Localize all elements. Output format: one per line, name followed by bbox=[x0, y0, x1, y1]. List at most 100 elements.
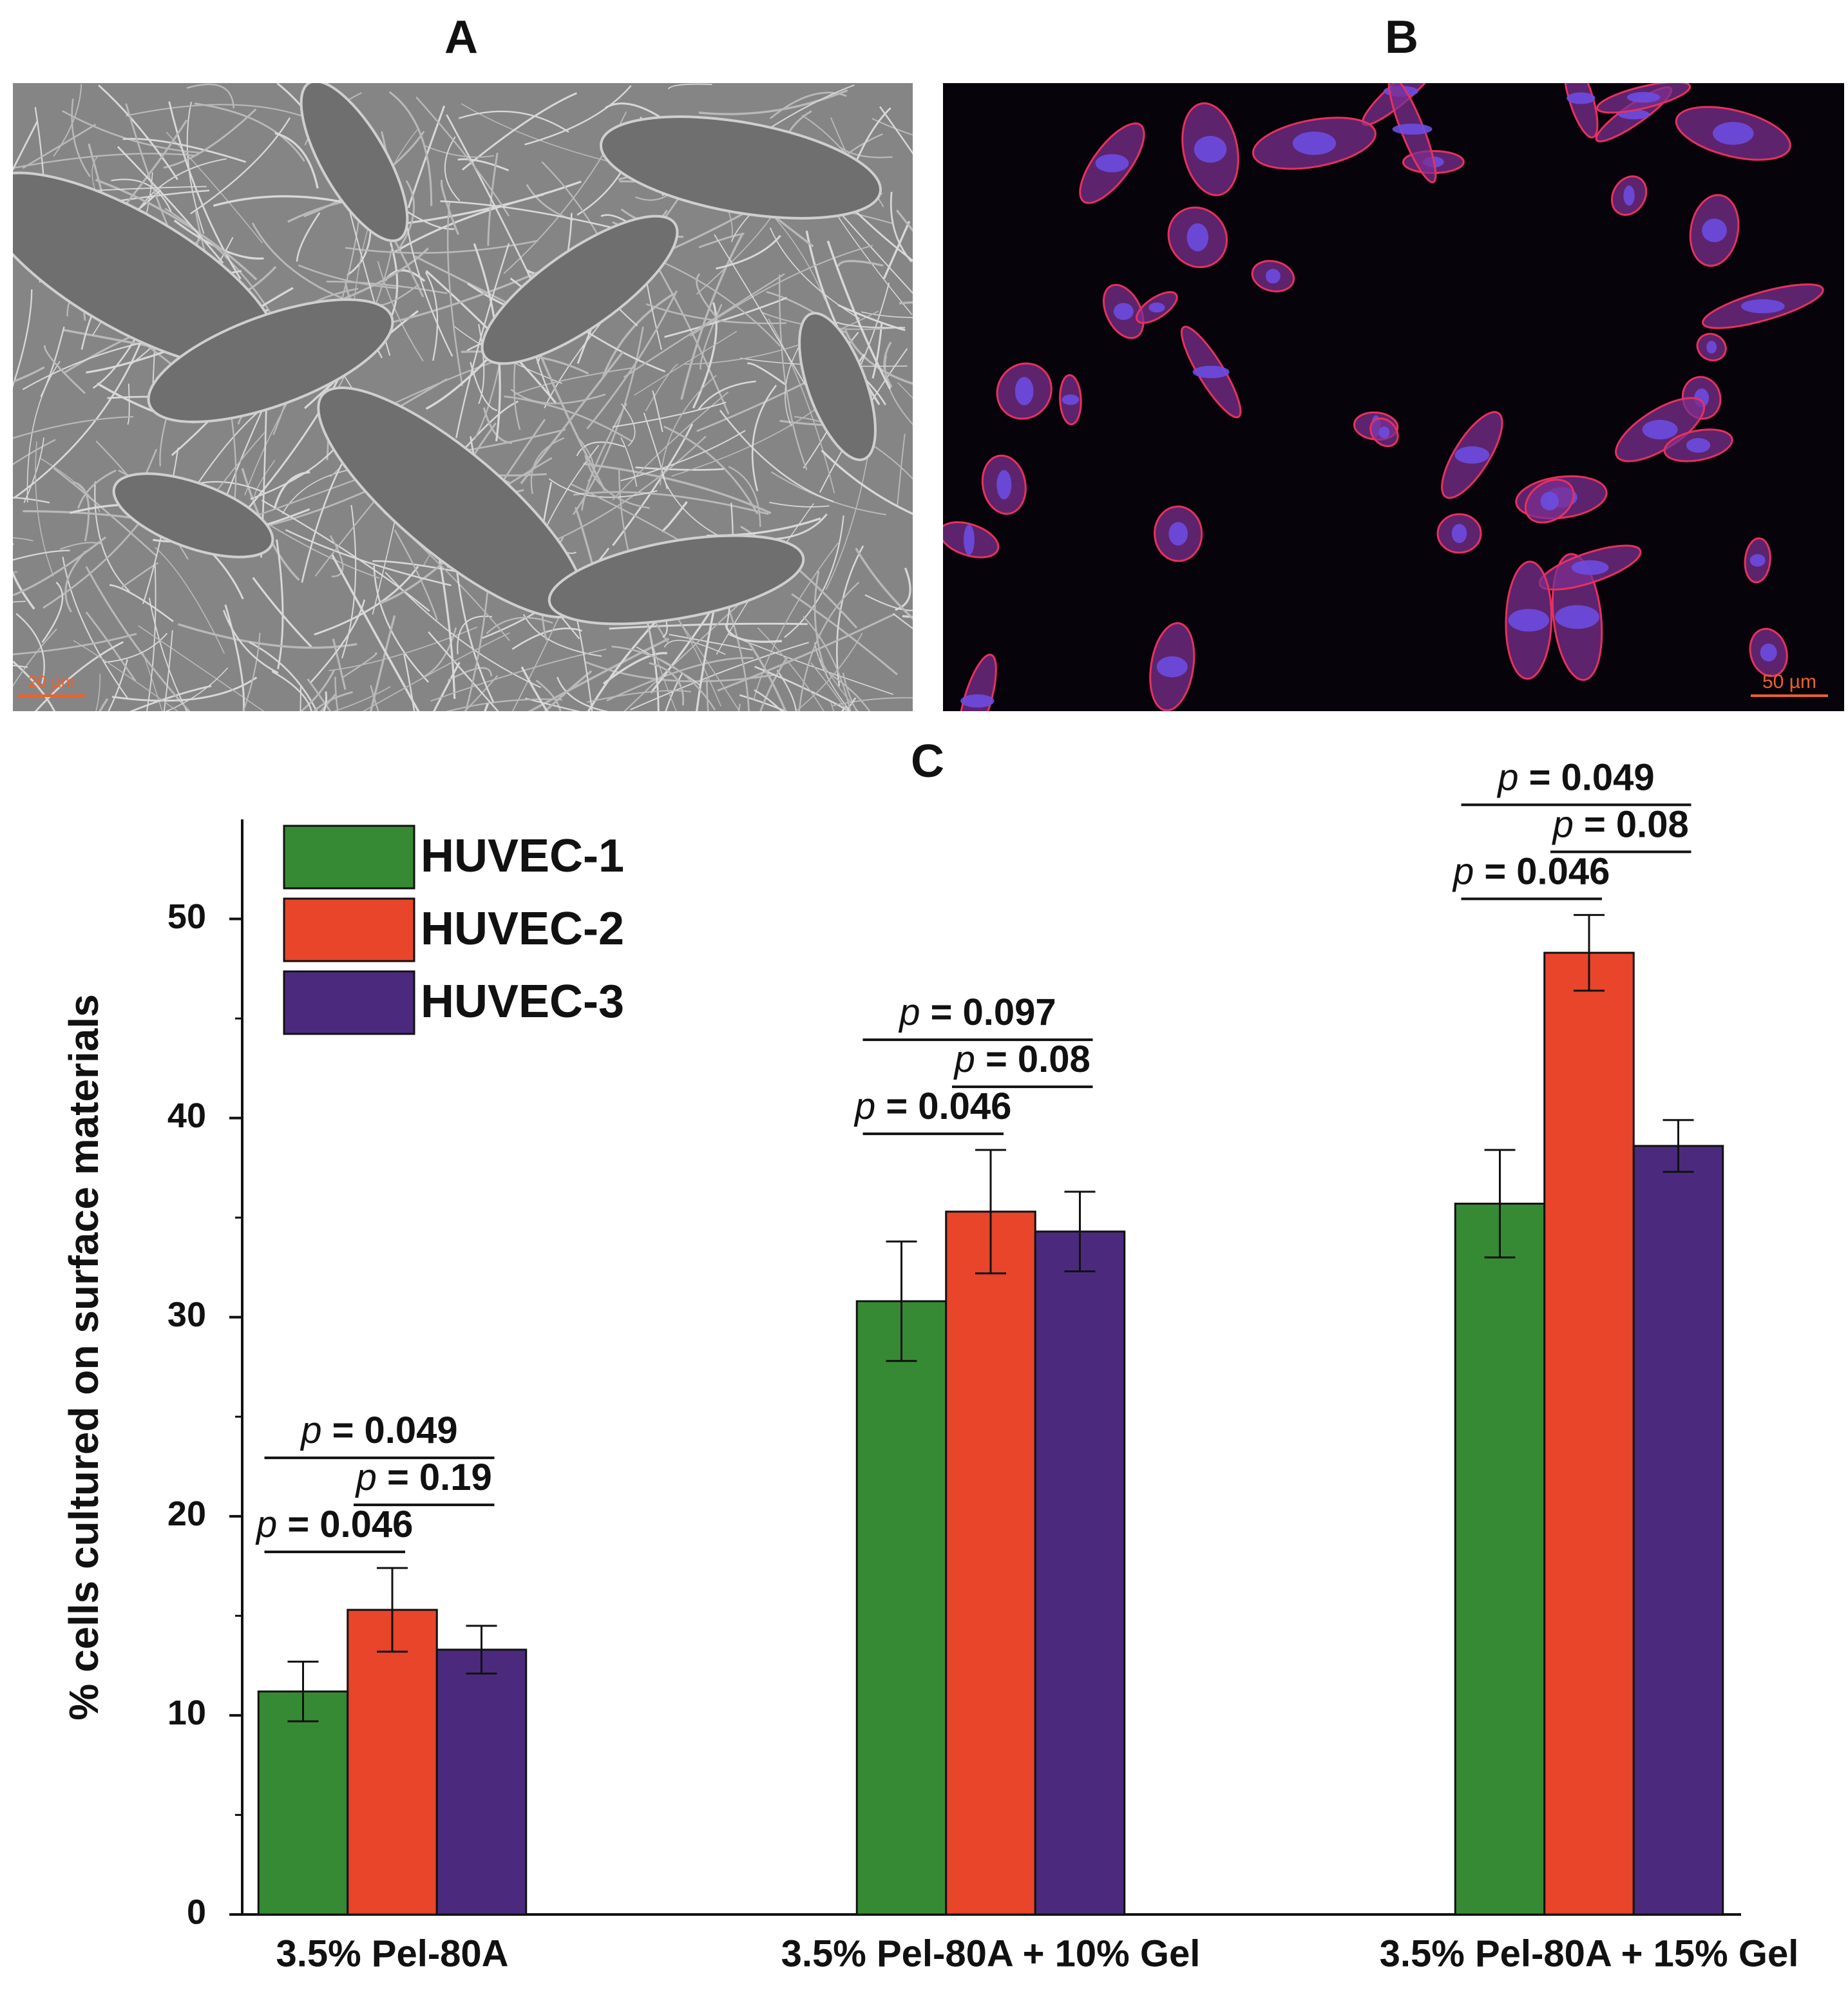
fiber bbox=[458, 110, 569, 133]
fiber bbox=[667, 83, 712, 90]
fiber bbox=[747, 362, 786, 385]
fiber bbox=[839, 146, 893, 158]
y-tick-label: 10 bbox=[167, 1694, 206, 1732]
fiber bbox=[222, 609, 279, 674]
p-value: = 0.097 bbox=[931, 991, 1056, 1033]
cell bbox=[798, 312, 877, 461]
fiber bbox=[612, 391, 729, 501]
fiber bbox=[663, 425, 759, 515]
p-symbol: p bbox=[1552, 804, 1574, 846]
nucleus bbox=[1095, 154, 1129, 173]
fiber bbox=[728, 466, 761, 527]
fiber bbox=[645, 363, 679, 412]
fiber bbox=[430, 648, 607, 702]
fiber bbox=[717, 613, 896, 692]
fiber bbox=[73, 481, 90, 542]
fiber bbox=[455, 243, 510, 439]
y-tick-label: 20 bbox=[167, 1494, 206, 1533]
fiber bbox=[253, 459, 276, 499]
nucleus bbox=[1626, 91, 1661, 103]
fiber bbox=[126, 104, 305, 118]
fiber bbox=[620, 430, 746, 482]
bar bbox=[1543, 951, 1635, 1916]
fiber bbox=[665, 672, 683, 711]
fiber bbox=[59, 542, 103, 550]
fiber bbox=[273, 471, 310, 510]
fiber bbox=[620, 403, 636, 446]
fluorescence-texture bbox=[943, 83, 1824, 711]
y-tick-label: 50 bbox=[167, 897, 206, 936]
nucleus bbox=[1749, 554, 1766, 567]
p-symbol: p bbox=[255, 1504, 277, 1546]
fiber bbox=[13, 664, 28, 668]
fiber bbox=[739, 694, 788, 711]
fiber bbox=[890, 191, 913, 263]
bar bbox=[257, 1690, 349, 1916]
fiber bbox=[520, 666, 549, 711]
sem-texture bbox=[13, 83, 913, 711]
nucleus bbox=[1740, 299, 1785, 314]
fiber bbox=[138, 625, 265, 711]
fiber bbox=[814, 642, 852, 711]
bar bbox=[945, 1210, 1036, 1916]
fiber bbox=[645, 303, 786, 325]
fiber bbox=[13, 415, 134, 439]
fiber bbox=[544, 670, 593, 711]
nucleus bbox=[1571, 560, 1609, 575]
scale-bar-label: 20 µm bbox=[28, 672, 75, 691]
p-symbol: p bbox=[355, 1457, 377, 1499]
fiber bbox=[541, 161, 603, 243]
fiber bbox=[837, 304, 906, 332]
nucleus bbox=[1702, 218, 1727, 242]
nucleus bbox=[1113, 303, 1134, 320]
fiber bbox=[511, 627, 582, 650]
p-symbol: p bbox=[1452, 851, 1474, 893]
fiber bbox=[104, 633, 168, 663]
fiber bbox=[841, 213, 913, 294]
p-value-label: p = 0.08 bbox=[953, 1038, 1091, 1080]
fiber bbox=[611, 645, 716, 711]
fiber bbox=[803, 616, 852, 711]
nucleus bbox=[1540, 492, 1559, 511]
fiber bbox=[85, 611, 137, 682]
fiber bbox=[13, 537, 33, 542]
fiber bbox=[719, 410, 834, 502]
fiber bbox=[13, 153, 196, 169]
fiber bbox=[41, 581, 64, 643]
legend-label: HUVEC-3 bbox=[421, 976, 624, 1027]
fiber bbox=[395, 180, 415, 253]
fiber bbox=[13, 121, 38, 171]
fiber bbox=[440, 200, 622, 231]
p-value-label: p = 0.046 bbox=[255, 1504, 413, 1546]
fiber bbox=[341, 652, 377, 679]
fiber bbox=[810, 662, 848, 711]
fiber bbox=[362, 632, 510, 711]
fiber bbox=[285, 529, 452, 586]
fiber bbox=[663, 640, 726, 655]
fiber bbox=[73, 640, 178, 711]
fiber bbox=[142, 653, 163, 711]
fiber bbox=[798, 582, 860, 711]
bar bbox=[435, 1648, 528, 1916]
fiber bbox=[13, 628, 57, 687]
fiber bbox=[528, 637, 670, 711]
p-value-label: p = 0.08 bbox=[1552, 804, 1689, 846]
fiber bbox=[298, 264, 397, 289]
fiber bbox=[524, 85, 632, 146]
fiber bbox=[213, 195, 357, 207]
fiber bbox=[844, 329, 913, 385]
fiber bbox=[660, 374, 717, 486]
fiber bbox=[836, 545, 864, 687]
fiber bbox=[296, 212, 321, 262]
fiber bbox=[186, 101, 205, 234]
fiber bbox=[706, 677, 709, 711]
cell bbox=[548, 534, 805, 625]
fiber bbox=[330, 553, 420, 711]
fiber bbox=[676, 617, 721, 707]
fiber bbox=[300, 685, 302, 711]
fiber bbox=[487, 153, 499, 246]
fiber bbox=[872, 118, 913, 136]
fiber bbox=[883, 341, 893, 388]
fiber bbox=[836, 321, 906, 329]
fiber bbox=[586, 690, 691, 703]
